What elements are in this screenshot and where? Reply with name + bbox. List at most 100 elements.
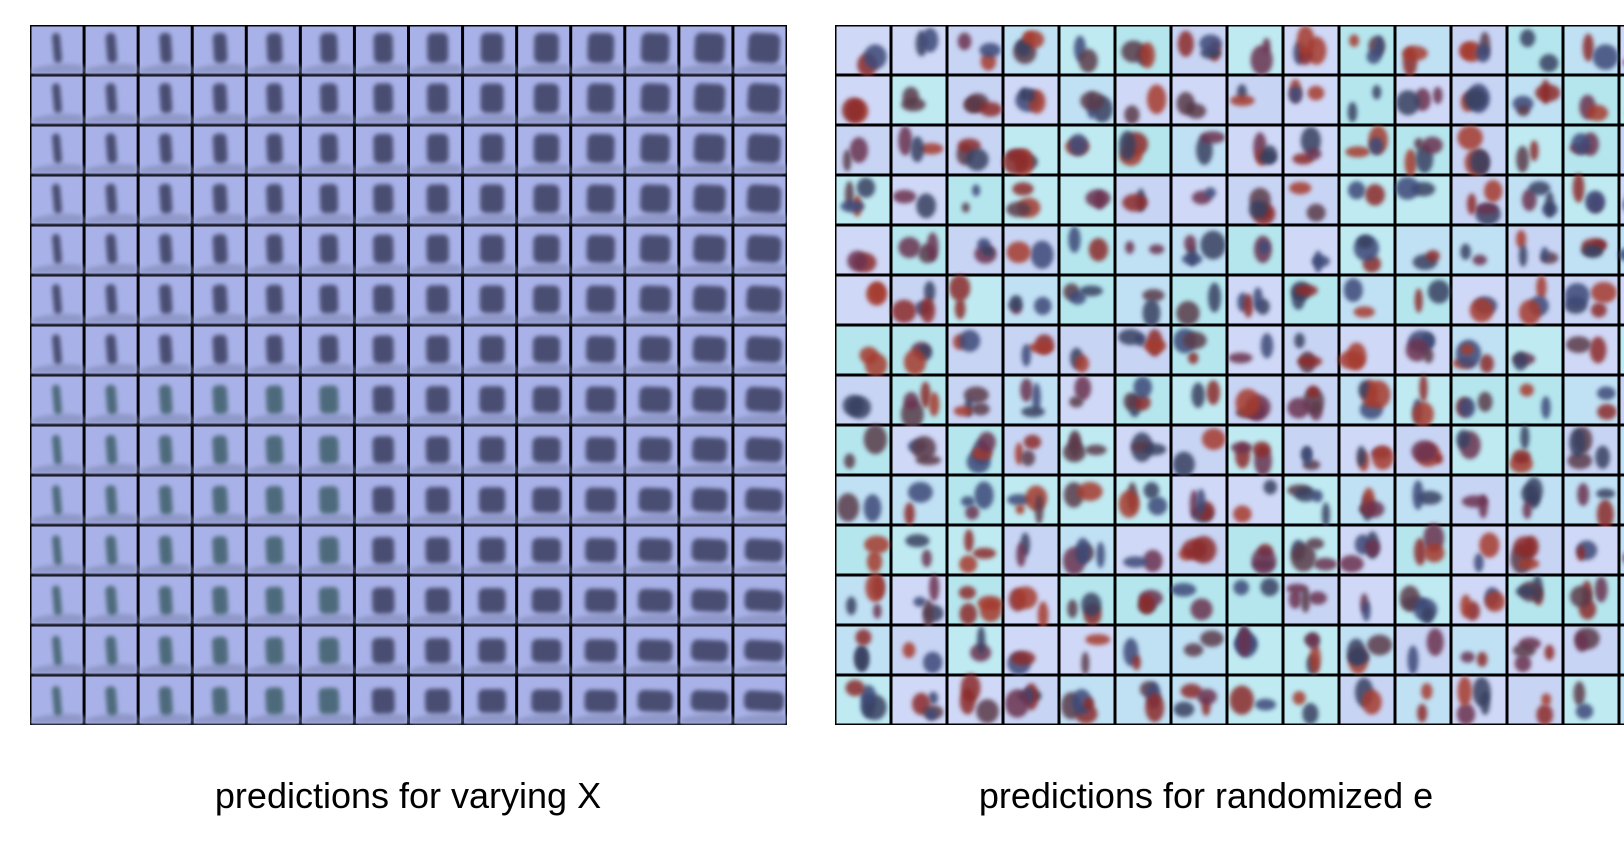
cell-object xyxy=(1228,353,1252,364)
cell-object xyxy=(1264,480,1278,495)
cell-object xyxy=(1069,396,1083,407)
cell-object xyxy=(1301,588,1311,613)
cell-object xyxy=(693,184,726,213)
cell-object xyxy=(1007,241,1031,263)
cell-object xyxy=(639,386,672,412)
cell-object xyxy=(691,589,728,613)
cell-object xyxy=(1302,703,1318,725)
cell-object xyxy=(1457,703,1475,725)
cell-object xyxy=(1085,634,1110,645)
cell-object xyxy=(1010,295,1021,306)
cell-object xyxy=(1480,691,1490,715)
cell-object xyxy=(1243,294,1253,318)
cell-object xyxy=(1520,425,1529,450)
cell-object xyxy=(1081,593,1101,617)
cell-object xyxy=(1077,482,1102,501)
cell-object xyxy=(840,200,864,212)
cell-object xyxy=(1231,442,1253,453)
cell-object xyxy=(1597,500,1614,530)
cell-object xyxy=(266,33,283,64)
cell-object xyxy=(923,600,934,629)
cell xyxy=(1621,577,1624,624)
cell-object xyxy=(1067,600,1077,619)
cell-object xyxy=(159,284,173,314)
cell-object xyxy=(265,687,284,715)
cell-object xyxy=(1081,652,1089,675)
cell-object xyxy=(480,83,503,113)
cell-object xyxy=(1021,450,1035,466)
cell-object xyxy=(1191,383,1204,408)
cell-object xyxy=(159,385,173,415)
cell-object xyxy=(319,335,339,364)
cell-object xyxy=(1199,34,1221,52)
cell-object xyxy=(1028,343,1054,353)
cell-object xyxy=(974,482,993,510)
cell-object xyxy=(1140,42,1155,68)
cell xyxy=(1621,127,1624,174)
cell-object xyxy=(1307,385,1319,398)
cell-object xyxy=(425,537,450,563)
cell-object xyxy=(864,494,882,522)
cell-object xyxy=(1520,383,1534,396)
cell-object xyxy=(1014,586,1037,609)
cell-object xyxy=(746,235,782,264)
cell-object xyxy=(1132,655,1141,671)
cell-object xyxy=(1289,182,1311,194)
cell-object xyxy=(1012,182,1033,195)
cell-object xyxy=(1519,245,1527,267)
cell-object xyxy=(1230,685,1254,714)
cell-object xyxy=(1395,177,1419,200)
cell-object xyxy=(1362,690,1382,715)
cell-object xyxy=(1583,34,1594,62)
cell-object xyxy=(1576,703,1593,719)
cell-object xyxy=(1541,693,1551,706)
cell-object xyxy=(1573,173,1585,202)
cell-object xyxy=(1255,699,1276,711)
cell-object xyxy=(922,549,932,567)
cell-object xyxy=(1174,702,1195,717)
cell-object xyxy=(533,336,560,363)
cell-object xyxy=(320,83,338,113)
cell-object xyxy=(212,636,229,665)
cell-object xyxy=(1145,693,1164,722)
cell-object xyxy=(1233,580,1249,595)
cell-object xyxy=(1075,355,1089,373)
cell-object xyxy=(1020,378,1033,402)
cell-object xyxy=(1079,49,1098,73)
cell-object xyxy=(693,134,725,164)
cell xyxy=(1285,227,1338,274)
cell-object xyxy=(1080,285,1103,296)
cell-object xyxy=(1200,231,1225,260)
cell-object xyxy=(694,32,725,63)
cell-object xyxy=(1520,29,1535,47)
cell-object xyxy=(1585,190,1605,212)
cell-object xyxy=(904,349,926,375)
cell-object xyxy=(1421,606,1433,624)
cell-object xyxy=(480,184,504,213)
cell-object xyxy=(1096,542,1105,568)
cell-object xyxy=(982,246,994,256)
cell-object xyxy=(1235,389,1260,417)
cell-object xyxy=(1456,430,1470,449)
cell-object xyxy=(1473,255,1487,266)
cell-object xyxy=(266,335,284,364)
cell-object xyxy=(1419,374,1427,401)
cell-object xyxy=(1424,348,1434,363)
cell-object xyxy=(372,486,394,513)
cell-object xyxy=(1513,352,1528,371)
cell-object xyxy=(212,234,228,264)
cell-object xyxy=(905,534,929,547)
cell-object xyxy=(1312,255,1330,267)
cell-object xyxy=(372,688,395,714)
cell-object xyxy=(372,638,395,664)
cell-object xyxy=(1085,445,1106,456)
cell-object xyxy=(534,33,559,63)
cell-object xyxy=(1287,398,1309,419)
cell-object xyxy=(1426,250,1440,262)
cell-object xyxy=(639,437,672,463)
cell-object xyxy=(266,83,283,113)
cell-object xyxy=(1347,639,1365,666)
cell-object xyxy=(855,647,869,672)
cell-object xyxy=(1357,235,1373,248)
cell-object xyxy=(977,626,985,654)
